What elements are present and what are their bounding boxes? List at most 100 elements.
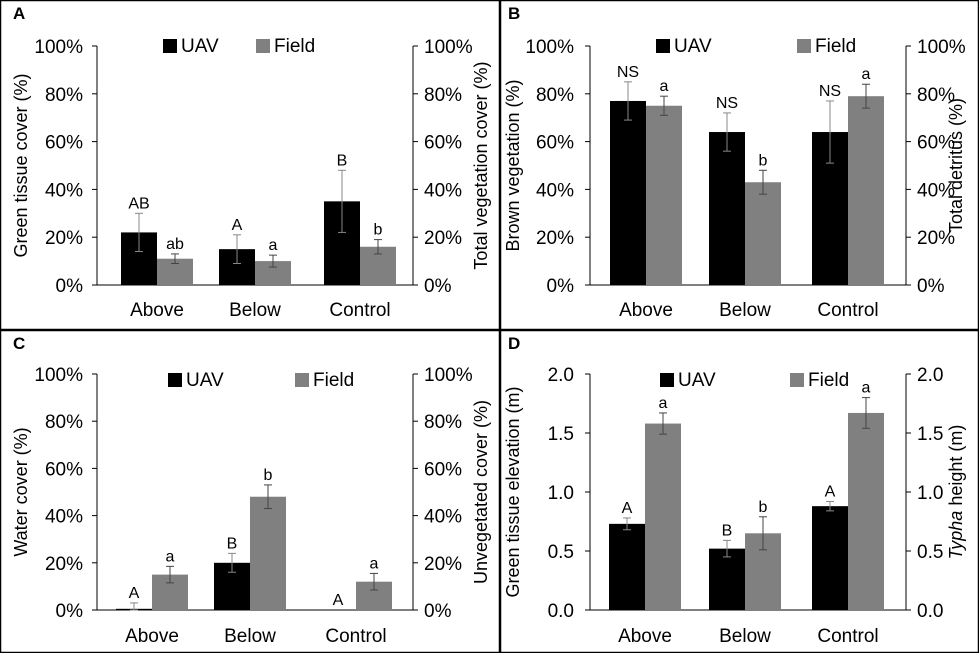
y-tick-label-right: 40% bbox=[917, 180, 955, 201]
y-tick-label-left: 80% bbox=[45, 85, 83, 106]
y-tick-label-right: 80% bbox=[424, 85, 462, 106]
legend-label-uav: UAV bbox=[674, 36, 712, 57]
legend-label-field: Field bbox=[274, 36, 315, 57]
legend-swatch-uav bbox=[660, 373, 674, 387]
y-tick-label-left: 0% bbox=[56, 601, 84, 622]
y-tick-label-left: 60% bbox=[45, 459, 83, 480]
legend-label-field: Field bbox=[815, 36, 856, 57]
y-tick-label-left: 40% bbox=[536, 180, 574, 201]
significance-letter: a bbox=[269, 237, 278, 254]
significance-letter: NS bbox=[716, 95, 738, 112]
significance-letter: a bbox=[862, 380, 871, 397]
y-tick-label-left: 20% bbox=[45, 228, 83, 249]
significance-letter: A bbox=[232, 217, 243, 234]
legend-label-field: Field bbox=[808, 370, 849, 391]
y-axis-title-left: Water cover (%) bbox=[11, 427, 31, 556]
x-tick-label: Below bbox=[719, 300, 771, 321]
y-tick-label-left: 0% bbox=[547, 276, 575, 297]
y-tick-label-left: 20% bbox=[45, 554, 83, 575]
legend-swatch-field bbox=[295, 373, 309, 387]
y-tick-label-right: 2.0 bbox=[917, 365, 943, 386]
panel-b: B 0% 0% 20% 20% 40% 40% 60% 60% 80% 80% 100% 100% Abo… bbox=[499, 0, 979, 331]
y-tick-label-right: 80% bbox=[917, 85, 955, 106]
y-tick-label-left: 80% bbox=[536, 85, 574, 106]
panel-label: D bbox=[508, 334, 520, 353]
y-tick-label-left: 60% bbox=[45, 133, 83, 154]
significance-letter: a bbox=[659, 395, 668, 412]
panel-a: A 0% 0% 20% 20% 40% 40% 60% 60% 80% 80% 100% 100% Abo… bbox=[0, 0, 501, 331]
significance-letter: b bbox=[759, 152, 768, 169]
significance-letter: NS bbox=[617, 64, 639, 81]
legend-swatch-uav bbox=[656, 39, 670, 53]
significance-letter: a bbox=[862, 66, 871, 83]
x-tick-label: Control bbox=[329, 300, 390, 321]
y-tick-label-left: 40% bbox=[45, 507, 83, 528]
y-tick-label-right: 20% bbox=[917, 228, 955, 249]
y-tick-label-right: 20% bbox=[424, 228, 462, 249]
bar-field bbox=[745, 182, 781, 285]
x-tick-label: Above bbox=[619, 300, 673, 321]
y-tick-label-left: 1.0 bbox=[548, 483, 574, 504]
bar-field bbox=[848, 412, 884, 610]
y-tick-label-left: 40% bbox=[45, 180, 83, 201]
x-tick-label: Above bbox=[618, 626, 672, 647]
y-tick-label-left: 0% bbox=[56, 276, 84, 297]
significance-letter: A bbox=[825, 483, 836, 500]
y-tick-label-left: 100% bbox=[525, 37, 574, 58]
panel-label: C bbox=[13, 334, 25, 353]
x-tick-label: Above bbox=[125, 626, 179, 647]
y-tick-label-left: 0.0 bbox=[548, 601, 574, 622]
y-tick-label-left: 100% bbox=[34, 37, 83, 58]
bar-field bbox=[646, 105, 682, 285]
x-tick-label: Above bbox=[130, 300, 184, 321]
significance-letter: A bbox=[333, 592, 344, 609]
bar-field bbox=[250, 496, 286, 610]
x-tick-label: Control bbox=[817, 626, 878, 647]
y-axis-title-right-text: height (m) bbox=[946, 425, 966, 511]
y-tick-label-right: 100% bbox=[917, 37, 966, 58]
significance-letter: B bbox=[227, 535, 238, 552]
legend-label-field: Field bbox=[313, 370, 354, 391]
significance-letter: ab bbox=[166, 236, 184, 253]
y-tick-label-right: 100% bbox=[424, 37, 473, 58]
significance-letter: A bbox=[622, 500, 633, 517]
y-tick-label-right: 20% bbox=[424, 554, 462, 575]
legend-label-uav: UAV bbox=[678, 370, 716, 391]
bar-uav bbox=[709, 132, 745, 285]
significance-letter: b bbox=[264, 467, 273, 484]
bar-field bbox=[645, 423, 681, 610]
panel-label: A bbox=[13, 4, 25, 23]
x-tick-label: Control bbox=[325, 626, 386, 647]
significance-letter: b bbox=[374, 222, 383, 239]
y-axis-title-left: Green tissue elevation (m) bbox=[503, 386, 523, 597]
bar-uav bbox=[610, 100, 646, 285]
legend-swatch-field bbox=[256, 39, 270, 53]
y-axis-title-right: Total detritus (%) bbox=[946, 98, 966, 233]
significance-letter: a bbox=[660, 78, 669, 95]
y-axis-title-right: Typha height (m) bbox=[946, 425, 966, 560]
y-tick-label-left: 80% bbox=[45, 412, 83, 433]
legend-label-uav: UAV bbox=[181, 36, 219, 57]
y-tick-label-right: 100% bbox=[424, 365, 473, 386]
bar-uav bbox=[812, 506, 848, 610]
x-tick-label: Below bbox=[719, 626, 771, 647]
y-tick-label-left: 0.5 bbox=[548, 542, 574, 563]
significance-letter: a bbox=[166, 548, 175, 565]
bar-uav bbox=[609, 523, 645, 610]
legend-swatch-field bbox=[790, 373, 804, 387]
x-tick-label: Control bbox=[817, 300, 878, 321]
panel-d: D 0.0 0.0 0.5 0.5 1.0 1.0 1.5 1.5 2.0 2.0 Above Belo… bbox=[499, 329, 979, 653]
y-tick-label-right: 60% bbox=[424, 133, 462, 154]
legend-swatch-uav bbox=[163, 39, 177, 53]
significance-letter: B bbox=[722, 522, 733, 539]
x-tick-label: Below bbox=[224, 626, 276, 647]
panel-label: B bbox=[508, 4, 520, 23]
significance-letter: A bbox=[129, 585, 140, 602]
significance-letter: b bbox=[759, 499, 768, 516]
y-axis-title-right: Unvegetated cover (%) bbox=[471, 400, 491, 584]
y-tick-label-left: 20% bbox=[536, 228, 574, 249]
legend-label-uav: UAV bbox=[186, 370, 224, 391]
y-axis-title-left: Green tissue cover (%) bbox=[11, 73, 31, 257]
y-tick-label-right: 40% bbox=[424, 507, 462, 528]
